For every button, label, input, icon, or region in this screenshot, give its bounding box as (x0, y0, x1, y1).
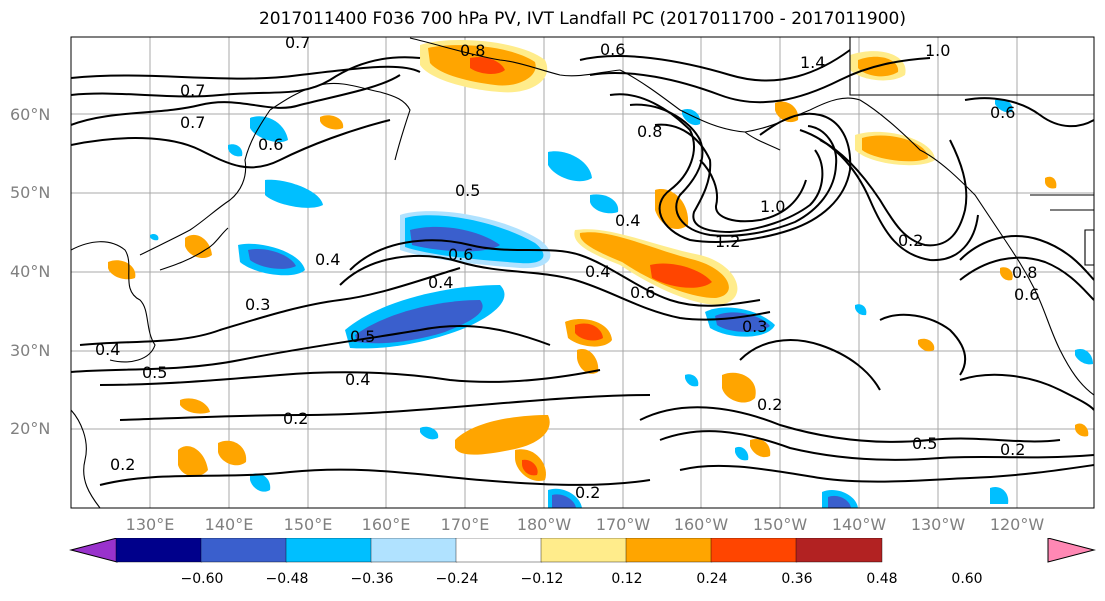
colorbar-tick: −0.60 (180, 571, 224, 587)
shaded-anomalies (108, 40, 1093, 508)
lon-label: 150°W (752, 515, 808, 534)
contour-label: 0.7 (285, 33, 310, 52)
colorbar-tick: 0.48 (866, 571, 898, 587)
contour-label: 0.4 (315, 250, 340, 269)
colorbar-tick: 0.60 (951, 571, 983, 587)
colorbar-tick: −0.48 (265, 571, 309, 587)
contour-label: 0.6 (630, 283, 655, 302)
colorbar-segment (200, 538, 288, 563)
lat-label: 40°N (10, 262, 51, 281)
contour-label: 0.2 (575, 483, 600, 502)
colorbar-segment (370, 538, 458, 563)
colorbar-tick: −0.36 (350, 571, 394, 587)
colorbar-segment (795, 538, 883, 563)
contour-label: 1.4 (800, 53, 825, 72)
lat-label: 20°N (10, 419, 51, 438)
colorbar-tick: −0.12 (520, 571, 564, 587)
graticule (71, 37, 1094, 508)
lon-label: 130°W (910, 515, 966, 534)
contour-label: 0.4 (615, 211, 640, 230)
contour-label: 0.4 (428, 273, 453, 292)
colorbar-segment (540, 538, 628, 563)
colorbar-tick: 0.36 (781, 571, 813, 587)
contour-label: 0.2 (110, 455, 135, 474)
contour-label: 0.3 (742, 317, 767, 336)
contour-label: 0.6 (990, 103, 1015, 122)
colorbar-under-arrow (69, 538, 118, 563)
lon-label: 160°W (673, 515, 729, 534)
contour-label: 0.6 (448, 245, 473, 264)
contour-label: 0.8 (637, 122, 662, 141)
contour-label: 1.0 (760, 197, 785, 216)
contour-label: 0.3 (245, 295, 270, 314)
colorbar (69, 538, 1096, 563)
contour-label: 0.5 (455, 181, 480, 200)
map-title: 2017011400 F036 700 hPa PV, IVT Landfall… (258, 9, 906, 29)
lat-label: 60°N (10, 105, 51, 124)
lon-label: 150°E (283, 515, 333, 534)
lat-label: 30°N (10, 341, 51, 360)
contour-label: 0.8 (460, 41, 485, 60)
colorbar-segment (625, 538, 713, 563)
colorbar-tick: 0.24 (696, 571, 728, 587)
contour-label: 0.2 (283, 409, 308, 428)
contour-label: 0.4 (585, 262, 610, 281)
colorbar-segment (285, 538, 373, 563)
contour-label: 0.6 (1014, 285, 1039, 304)
contour-label: 0.6 (600, 40, 625, 59)
lon-label: 180°W (516, 515, 572, 534)
lon-label: 170°W (595, 515, 651, 534)
colorbar-over-arrow (1047, 538, 1096, 563)
contour-label: 0.8 (1012, 263, 1037, 282)
lon-label: 130°E (125, 515, 175, 534)
colorbar-tick: 0.12 (611, 571, 643, 587)
contour-label: 0.2 (757, 395, 782, 414)
contour-label: 0.7 (180, 81, 205, 100)
contour-label: 1.2 (715, 232, 740, 251)
lon-label: 160°E (361, 515, 411, 534)
lat-label: 50°N (10, 183, 51, 202)
lon-label: 120°W (989, 515, 1045, 534)
contour-label: 0.2 (1000, 440, 1025, 459)
colorbar-segment (455, 538, 543, 563)
lon-label: 170°E (440, 515, 490, 534)
contour-label: 0.5 (142, 363, 167, 382)
lon-label: 140°W (831, 515, 887, 534)
contour-label: 0.4 (345, 370, 370, 389)
contour-label: 1.0 (925, 41, 950, 60)
contour-label: 0.5 (350, 327, 375, 346)
lon-label: 140°E (204, 515, 254, 534)
contour-label: 0.4 (95, 340, 120, 359)
pv-contours (71, 49, 1094, 486)
colorbar-segment (710, 538, 798, 563)
contour-label: 0.6 (258, 135, 283, 154)
colorbar-tick: −0.24 (435, 571, 479, 587)
contour-label: 0.5 (912, 434, 937, 453)
contour-label: 0.2 (898, 231, 923, 250)
contour-label: 0.7 (180, 113, 205, 132)
colorbar-segment (115, 538, 203, 563)
